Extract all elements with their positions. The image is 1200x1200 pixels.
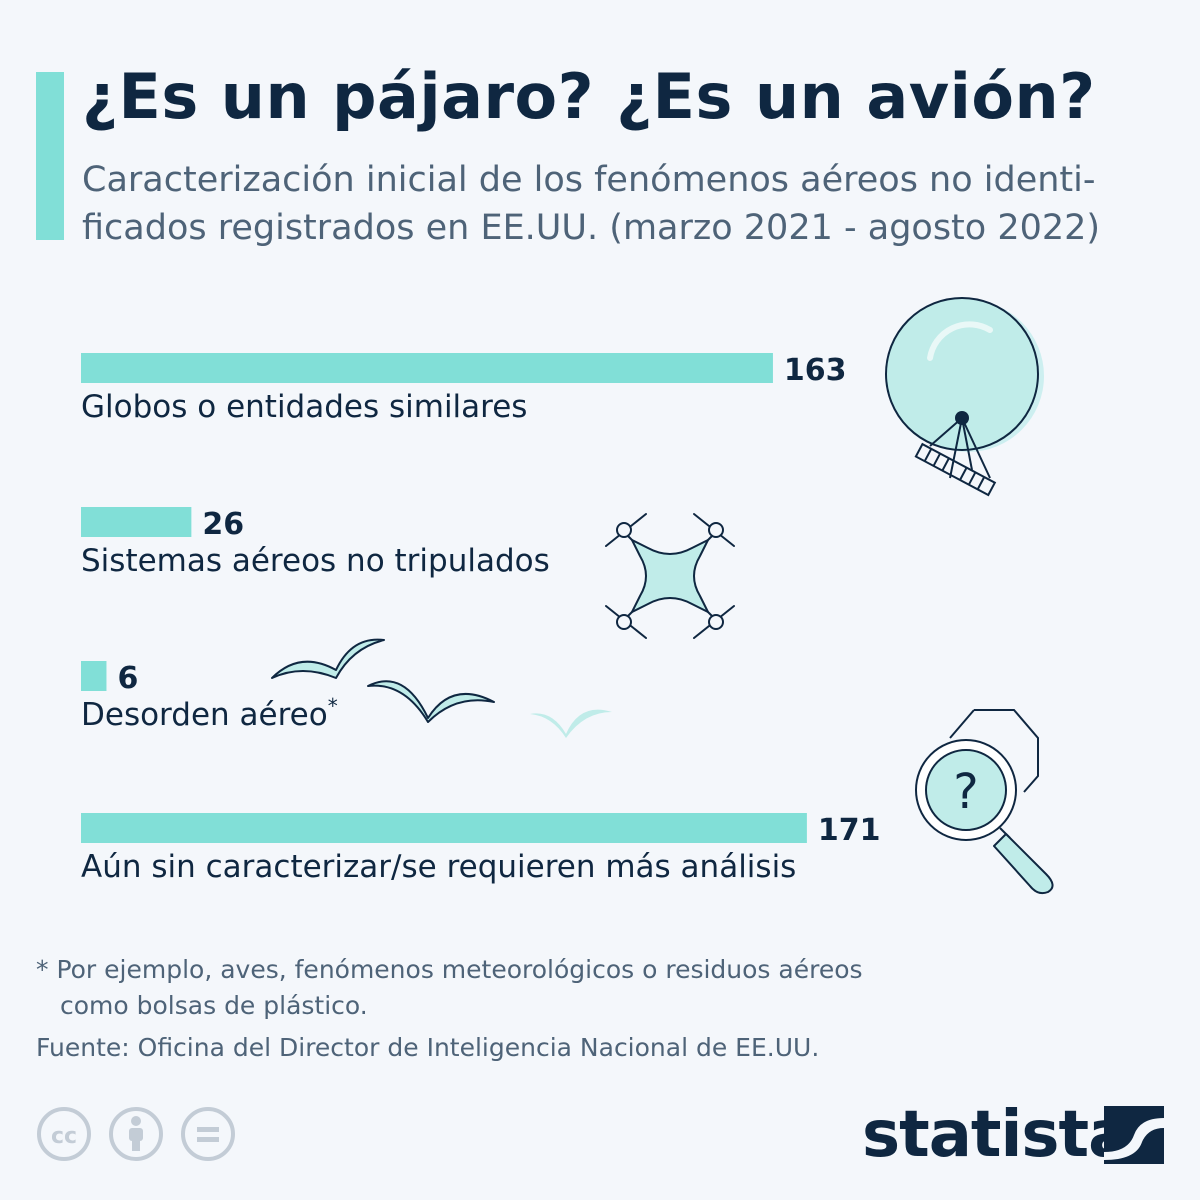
bar-4 bbox=[81, 813, 807, 843]
bars-layer: 163 Globos o entidades similares 26Sistema… bbox=[81, 353, 881, 885]
source-note: Fuente: Oficina del Director de Intelige… bbox=[36, 1033, 820, 1062]
cc-icon[interactable]: cc bbox=[36, 1106, 92, 1162]
svg-text:?: ? bbox=[953, 764, 978, 820]
bar-chart: 163 Globos o entidades similares 26Sistema… bbox=[81, 297, 1054, 895]
subtitle-line-1: Caracterización inicial de los fenómenos… bbox=[82, 160, 1096, 200]
bar-value-3: 6 bbox=[117, 661, 138, 696]
bar-value-4: 171 bbox=[818, 813, 881, 848]
birds-icon bbox=[271, 638, 612, 738]
attribution-icon[interactable] bbox=[108, 1106, 164, 1162]
statista-logo-icon bbox=[1104, 1106, 1164, 1164]
magnifier-question-icon: ? bbox=[915, 709, 1054, 895]
bar-label-4: Aún sin caracterizar/se requieren más an… bbox=[81, 849, 796, 885]
balloon-icon bbox=[885, 297, 1044, 497]
bar-label-marker-3: * bbox=[328, 694, 338, 718]
statista-logo-text: statista bbox=[862, 1098, 1131, 1172]
bar-value-2: 26 bbox=[202, 507, 244, 542]
bar-label-2: Sistemas aéreos no tripulados bbox=[81, 543, 550, 579]
svg-text:cc: cc bbox=[51, 1124, 77, 1149]
bar-2 bbox=[81, 507, 192, 537]
license-icons: cc bbox=[36, 1106, 236, 1162]
footnote: * Por ejemplo, aves, fenómenos meteoroló… bbox=[36, 952, 863, 1024]
drone-icon bbox=[605, 513, 735, 639]
no-derivatives-icon[interactable] bbox=[180, 1106, 236, 1162]
bar-3 bbox=[81, 661, 107, 691]
bar-value-1: 163 bbox=[784, 353, 847, 388]
footnote-line-2: como bolsas de plástico. bbox=[60, 991, 368, 1020]
title-accent-bar bbox=[36, 72, 64, 240]
footnote-line-1: * Por ejemplo, aves, fenómenos meteoroló… bbox=[36, 955, 863, 984]
page-subtitle: Caracterización inicial de los fenómenos… bbox=[82, 156, 1142, 252]
bar-label-1: Globos o entidades similares bbox=[81, 389, 527, 425]
subtitle-line-2: ficados registrados en EE.UU. (marzo 202… bbox=[82, 208, 1101, 248]
bar-label-3: Desorden aéreo* bbox=[81, 694, 338, 733]
bar-1 bbox=[81, 353, 773, 383]
page-title: ¿Es un pájaro? ¿Es un avión? bbox=[82, 60, 1096, 133]
